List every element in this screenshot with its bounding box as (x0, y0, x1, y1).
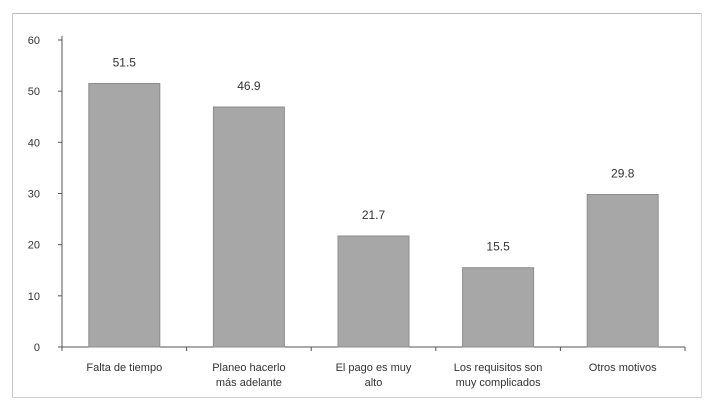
x-tick-label: El pago es muy (336, 362, 412, 374)
x-tick-label: Los requisitos son (454, 362, 543, 374)
y-tick-label: 30 (28, 189, 40, 201)
y-tick-label: 50 (28, 86, 40, 98)
chart-axes: 0 10 20 30 40 50 60 (28, 35, 686, 354)
x-tick-label: Otros motivos (589, 362, 657, 374)
y-tick-label: 60 (28, 35, 40, 47)
x-tick-label: Planeo hacerlo (212, 362, 285, 374)
chart-value-labels: 51.5 46.9 21.7 15.5 29.8 (113, 55, 635, 253)
bar-value-label: 15.5 (486, 240, 510, 254)
bar-value-label: 21.7 (362, 208, 386, 222)
bar-value-label: 51.5 (113, 55, 137, 69)
chart-frame (12, 13, 702, 398)
bar (337, 235, 410, 348)
y-tick-label: 20 (28, 240, 40, 252)
x-tick-label: muy complicados (456, 377, 541, 389)
bar-value-label: 29.8 (611, 167, 635, 181)
chart-bars (88, 82, 659, 348)
x-tick-label: más adelante (216, 377, 282, 389)
top-rule (12, 13, 702, 14)
y-tick-label: 40 (28, 137, 40, 149)
bar (88, 82, 161, 348)
y-tick-label: 10 (28, 291, 40, 303)
x-tick-label: Falta de tiempo (86, 362, 162, 374)
bar (212, 106, 285, 348)
bar (462, 267, 535, 348)
bar (586, 194, 659, 348)
chart-x-tick-labels: Falta de tiempo Planeo hacerlo más adelant… (86, 362, 657, 389)
bar-value-label: 46.9 (237, 79, 261, 93)
x-tick-label: alto (365, 377, 383, 389)
y-tick-label: 0 (34, 342, 40, 354)
